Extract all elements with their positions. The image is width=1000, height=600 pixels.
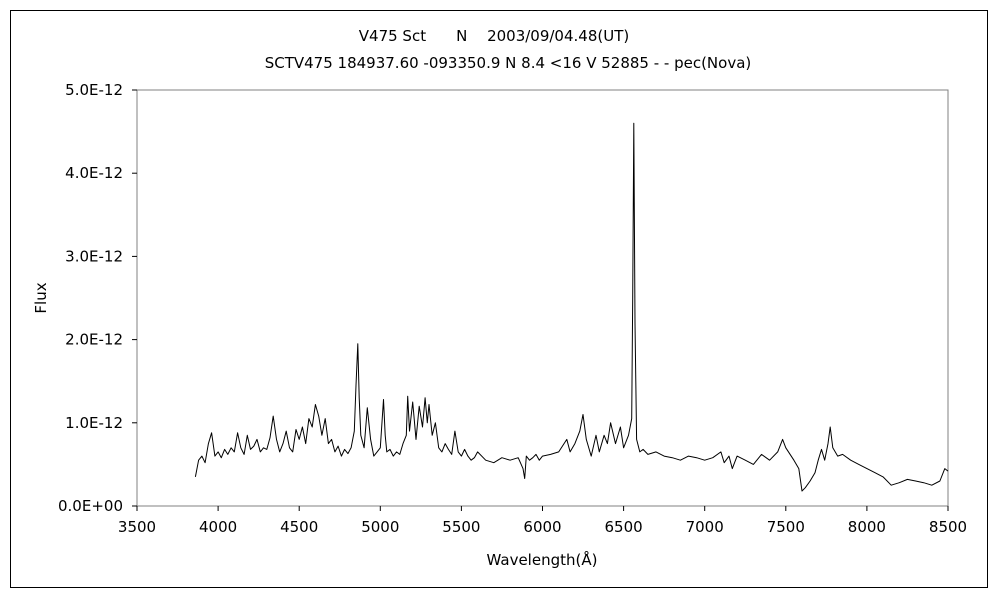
x-tick-label: 4500 [280,518,318,536]
x-axis: 3500 4000 4500 5000 5500 6000 6500 7000 7500 8000… [118,506,967,536]
x-tick-label: 8000 [848,518,886,536]
y-tick-label: 4.0E-12 [65,164,123,182]
x-tick-label: 7000 [686,518,724,536]
x-tick-label: 3500 [118,518,156,536]
y-tick-label: 2.0E-12 [65,331,123,349]
y-axis: 0.0E+00 1.0E-12 2.0E-12 3.0E-12 4.0E-12 5.0E-… [58,81,137,515]
x-tick-label: 4000 [199,518,237,536]
chart-title: V475 Sct N 2003/09/04.48(UT) [359,27,629,45]
y-tick-label: 3.0E-12 [65,247,123,265]
chart-subtitle: SCTV475 184937.60 -093350.9 N 8.4 <16 V … [265,54,752,72]
x-axis-label: Wavelength(Å) [487,550,598,569]
x-tick-label: 7500 [767,518,805,536]
x-tick-label: 6500 [605,518,643,536]
x-tick-label: 8500 [929,518,967,536]
x-tick-label: 5000 [361,518,399,536]
x-tick-label: 5500 [442,518,480,536]
y-axis-label: Flux [32,282,50,313]
x-tick-label: 6000 [523,518,561,536]
series-layer [194,122,949,492]
y-tick-label: 1.0E-12 [65,414,123,432]
y-tick-label: 0.0E+00 [58,497,123,515]
spectrum-line-0 [194,122,949,492]
plot-area [136,89,949,507]
y-tick-label: 5.0E-12 [65,81,123,99]
